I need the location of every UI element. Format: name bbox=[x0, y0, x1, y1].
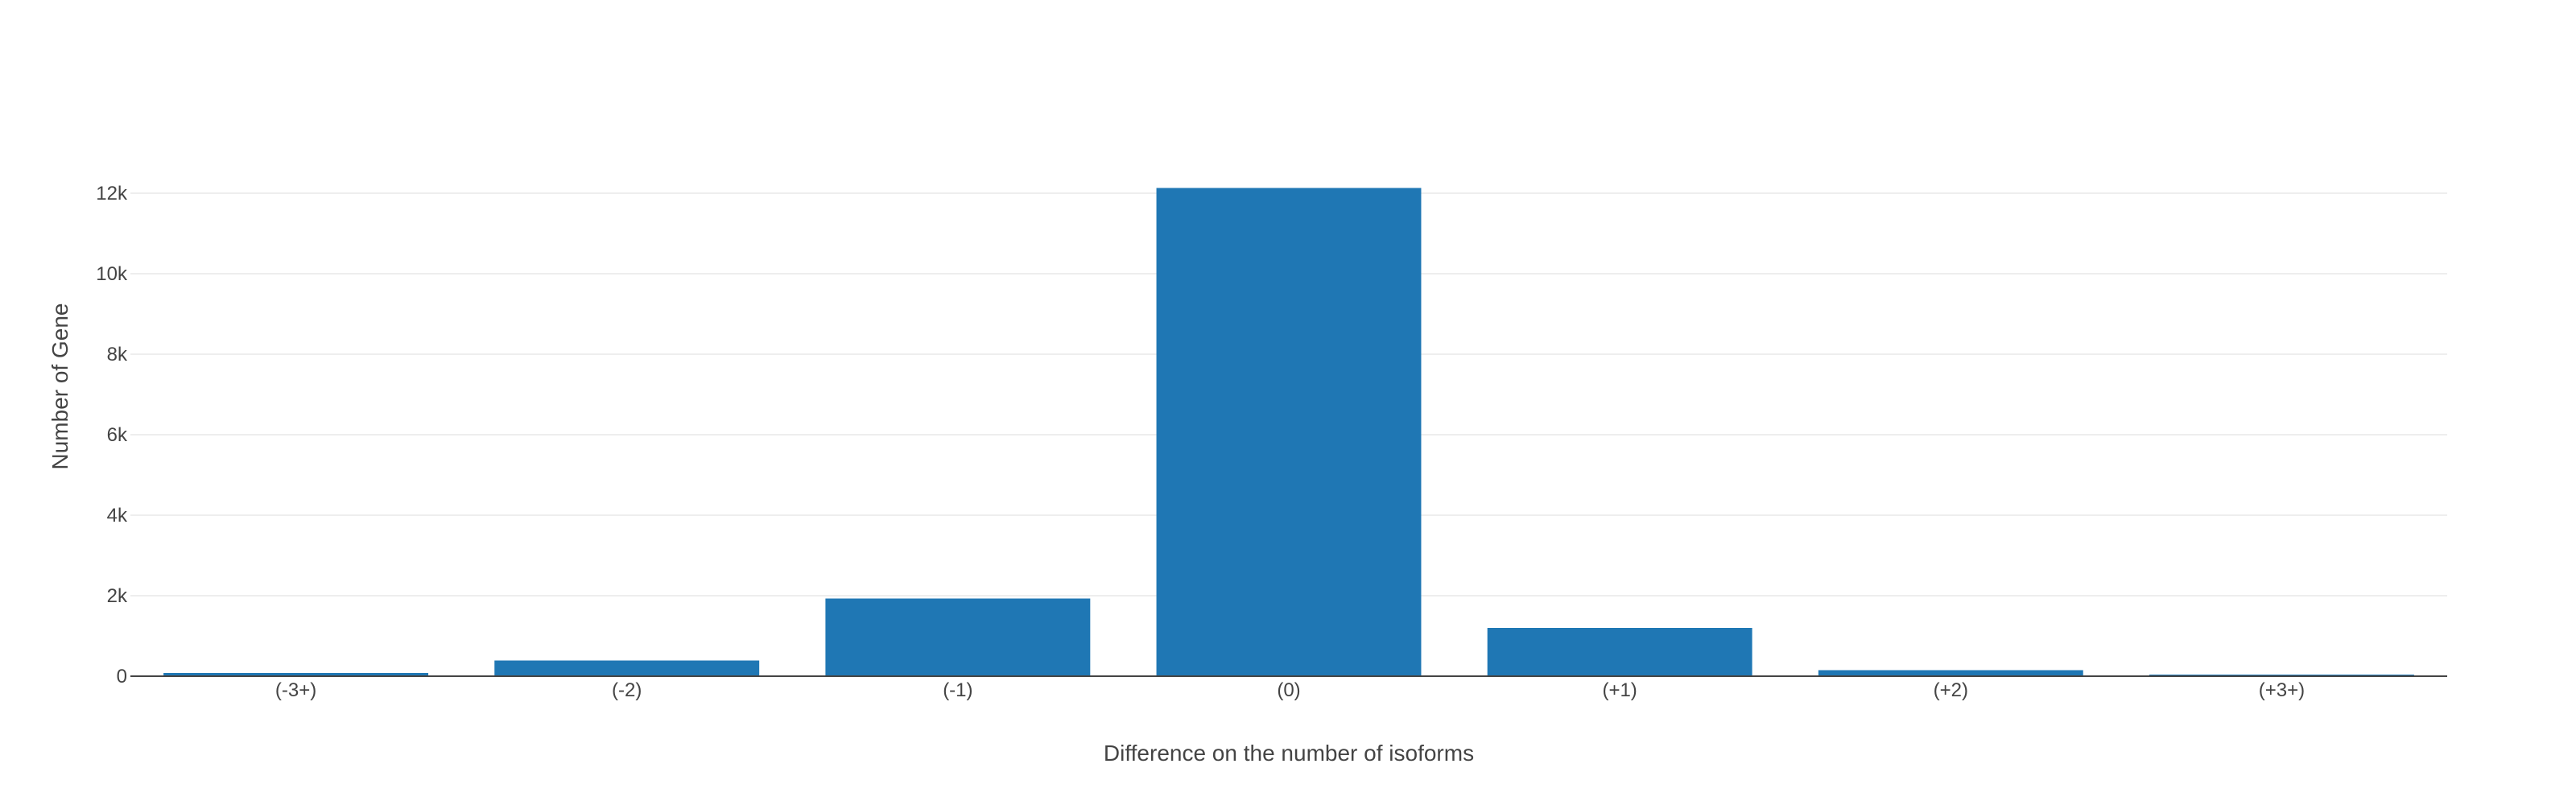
x-tick-label: (+3+) bbox=[2259, 679, 2305, 701]
x-tick-label: (-3+) bbox=[275, 679, 316, 701]
y-tick-label: 10k bbox=[96, 263, 128, 285]
bar[interactable] bbox=[1818, 670, 2083, 677]
x-axis-title: Difference on the number of isoforms bbox=[1104, 741, 1474, 766]
y-tick-label: 2k bbox=[107, 585, 128, 607]
x-tick-label: (+1) bbox=[1602, 679, 1637, 701]
y-tick-label: 12k bbox=[96, 183, 128, 204]
y-axis-title: Number of Gene bbox=[47, 303, 72, 470]
y-tick-labels: 0 2k 4k 6k 8k 10k 12k bbox=[96, 183, 128, 687]
x-tick-label: (-1) bbox=[943, 679, 972, 701]
bar[interactable] bbox=[163, 673, 429, 676]
y-tick-label: 0 bbox=[117, 666, 127, 687]
x-tick-label: (+2) bbox=[1934, 679, 1968, 701]
bar[interactable] bbox=[825, 598, 1091, 677]
bar[interactable] bbox=[1487, 628, 1752, 676]
y-tick-label: 8k bbox=[107, 344, 128, 365]
x-tick-labels: (-3+) (-2) (-1) (0) (+1) (+2) (+3+) bbox=[275, 679, 2305, 701]
x-tick-label: (0) bbox=[1277, 679, 1300, 701]
bar[interactable] bbox=[1156, 188, 1422, 677]
bars bbox=[163, 188, 2414, 677]
bar[interactable] bbox=[494, 660, 760, 677]
x-tick-label: (-2) bbox=[612, 679, 642, 701]
y-tick-label: 6k bbox=[107, 424, 128, 446]
y-tick-label: 4k bbox=[107, 505, 128, 526]
